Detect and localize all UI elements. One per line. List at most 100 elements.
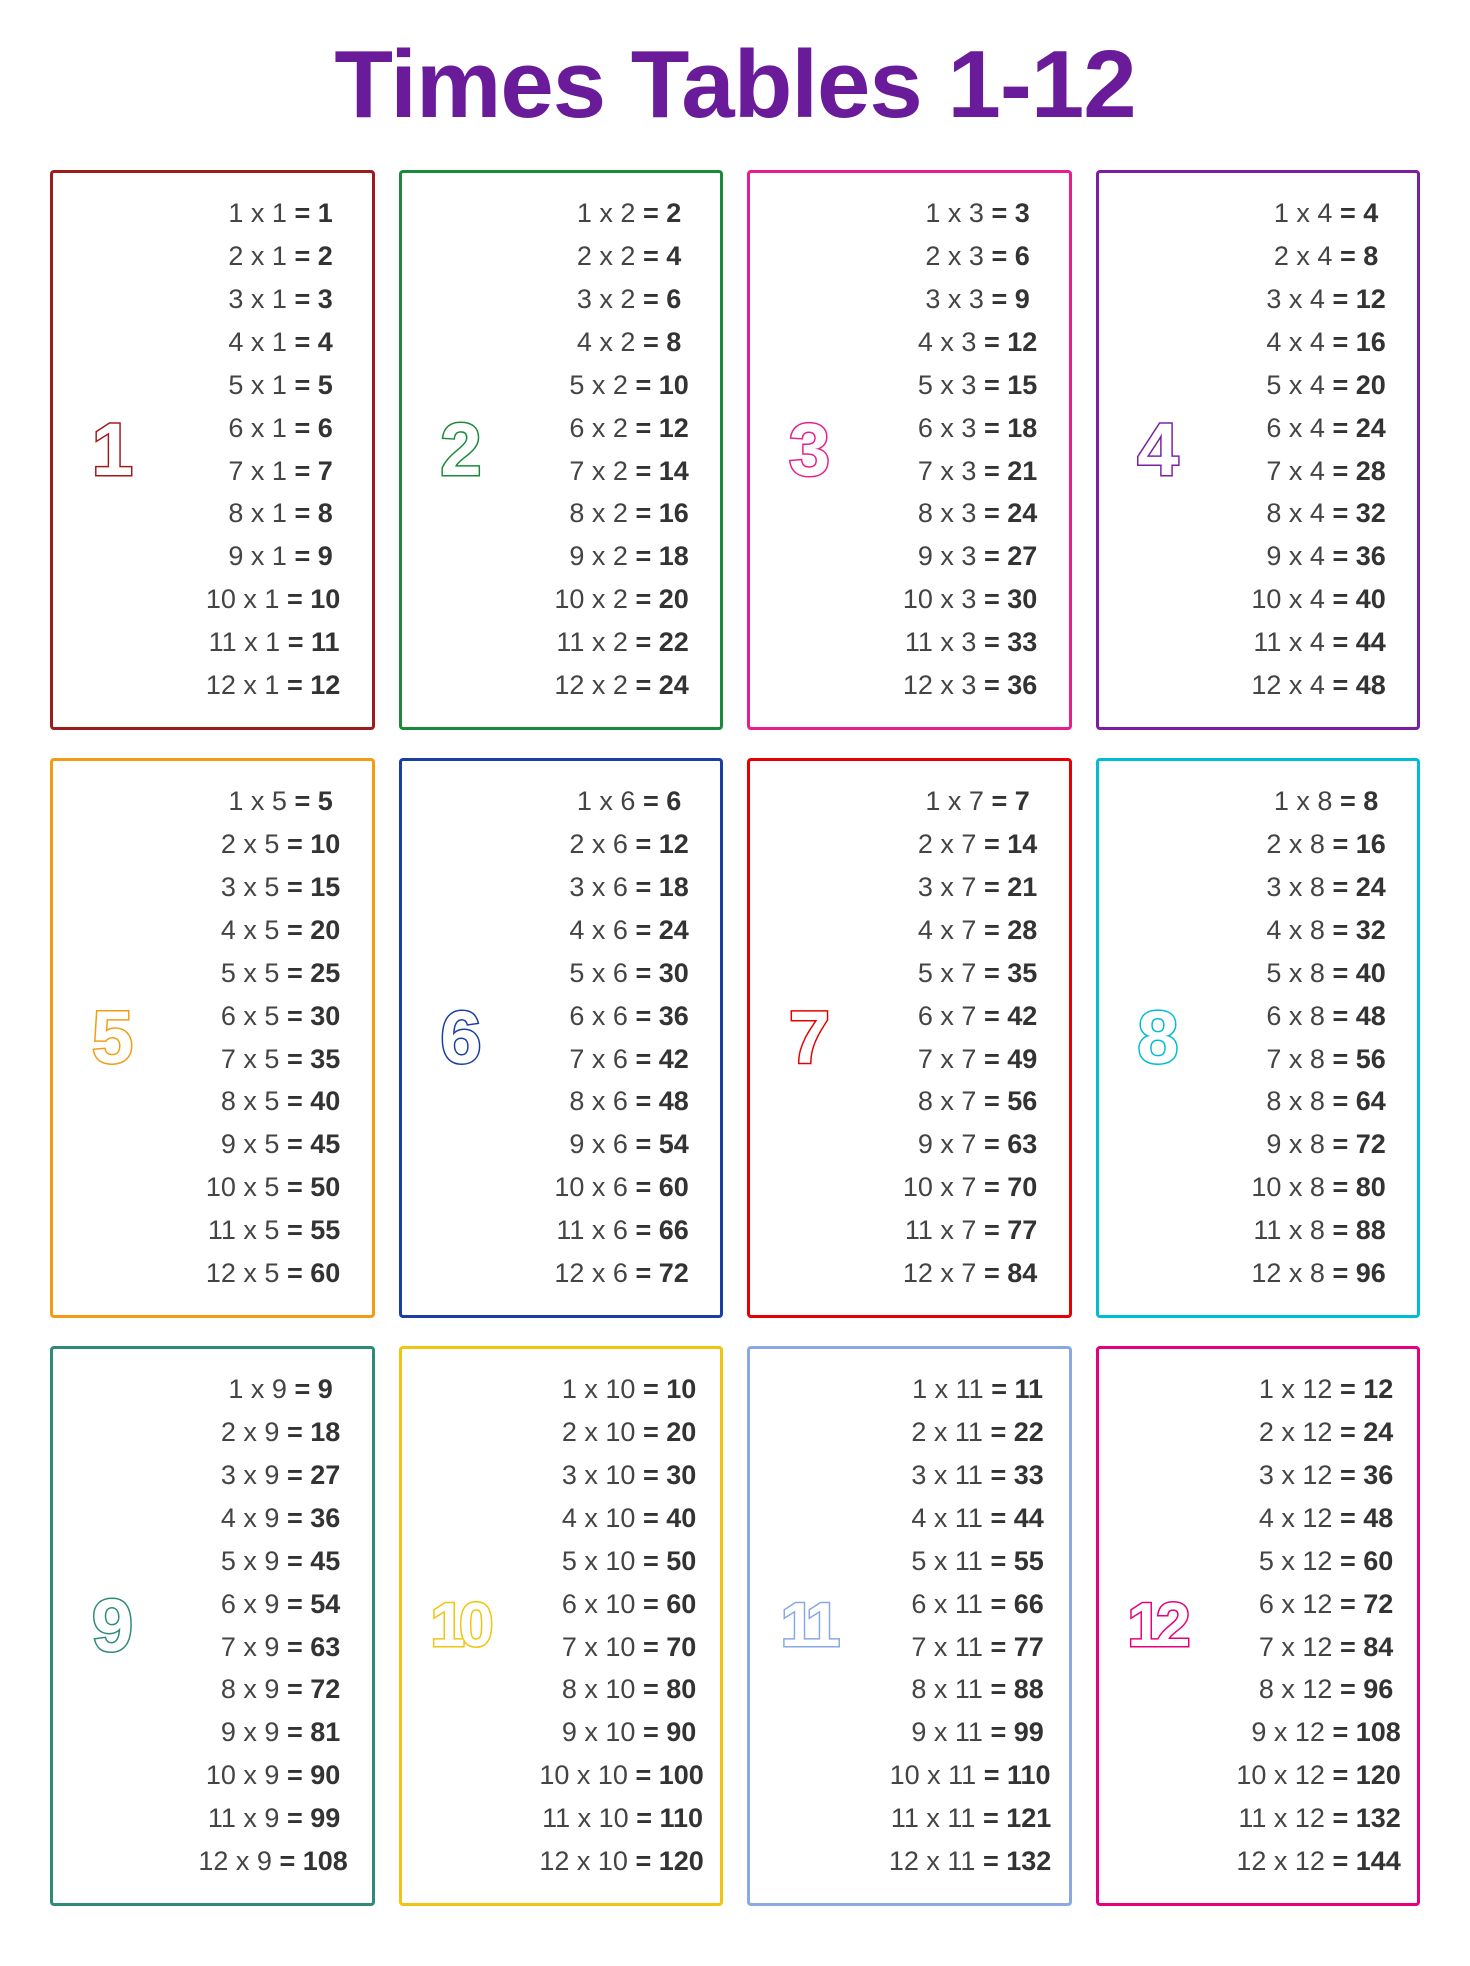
equation-row: 1 x 6 = 6 (507, 781, 711, 823)
table-number: 10 (431, 1595, 488, 1657)
equation-row: 3 x 12 = 36 (1204, 1455, 1408, 1497)
equation-row: 11 x 3 = 33 (855, 622, 1059, 664)
equation-list: 1 x 3 = 32 x 3 = 63 x 3 = 94 x 3 = 125 x… (855, 193, 1059, 707)
equation-row: 8 x 12 = 96 (1204, 1669, 1408, 1711)
equation-row: 6 x 7 = 42 (855, 996, 1059, 1038)
equation-list: 1 x 8 = 82 x 8 = 163 x 8 = 244 x 8 = 325… (1204, 781, 1408, 1295)
equation-row: 9 x 1 = 9 (158, 536, 362, 578)
equation-row: 9 x 4 = 36 (1204, 536, 1408, 578)
equation-row: 5 x 11 = 55 (855, 1541, 1059, 1583)
equation-row: 8 x 9 = 72 (158, 1669, 362, 1711)
equation-row: 1 x 10 = 10 (507, 1369, 711, 1411)
table-number: 5 (92, 1001, 129, 1075)
equation-row: 9 x 7 = 63 (855, 1124, 1059, 1166)
table-card-10: 10 1 x 10 = 102 x 10 = 203 x 10 = 304 x 1… (399, 1346, 724, 1906)
equation-row: 4 x 10 = 40 (507, 1498, 711, 1540)
equation-row: 9 x 3 = 27 (855, 536, 1059, 578)
equation-list: 1 x 2 = 22 x 2 = 43 x 2 = 64 x 2 = 85 x … (507, 193, 711, 707)
equation-row: 9 x 5 = 45 (158, 1124, 362, 1166)
equation-row: 5 x 8 = 40 (1204, 953, 1408, 995)
table-card-12: 121 x 12 = 122 x 12 = 243 x 12 = 364 x 1… (1096, 1346, 1421, 1906)
equation-row: 5 x 2 = 10 (507, 365, 711, 407)
equation-row: 9 x 9 = 81 (158, 1712, 362, 1754)
table-number: 12 (1128, 1595, 1185, 1657)
equation-row: 8 x 8 = 64 (1204, 1081, 1408, 1123)
table-card-8: 81 x 8 = 82 x 8 = 163 x 8 = 244 x 8 = 32… (1096, 758, 1421, 1318)
equation-row: 1 x 4 = 4 (1204, 193, 1408, 235)
equation-row: 11 x 5 = 55 (158, 1210, 362, 1252)
equation-row: 10 x 1 = 10 (158, 579, 362, 621)
table-card-7: 71 x 7 = 72 x 7 = 143 x 7 = 214 x 7 = 28… (747, 758, 1072, 1318)
equation-row: 8 x 11 = 88 (855, 1669, 1059, 1711)
equation-row: 2 x 7 = 14 (855, 824, 1059, 866)
equation-row: 5 x 4 = 20 (1204, 365, 1408, 407)
table-number: 1 (92, 413, 129, 487)
equation-row: 5 x 6 = 30 (507, 953, 711, 995)
table-card-5: 5 1 x 5 = 52 x 5 = 103 x 5 = 154 x 5 = 20… (50, 758, 375, 1318)
equation-row: 12 x 6 = 72 (507, 1253, 711, 1295)
equation-row: 7 x 10 = 70 (507, 1627, 711, 1669)
equation-row: 11 x 10 = 110 (507, 1798, 711, 1840)
equation-row: 8 x 10 = 80 (507, 1669, 711, 1711)
equation-row: 8 x 6 = 48 (507, 1081, 711, 1123)
equation-row: 7 x 9 = 63 (158, 1627, 362, 1669)
equation-row: 2 x 11 = 22 (855, 1412, 1059, 1454)
table-card-3: 31 x 3 = 32 x 3 = 63 x 3 = 94 x 3 = 125 … (747, 170, 1072, 730)
equation-row: 4 x 11 = 44 (855, 1498, 1059, 1540)
equation-row: 11 x 4 = 44 (1204, 622, 1408, 664)
equation-row: 1 x 5 = 5 (158, 781, 362, 823)
equation-row: 5 x 1 = 5 (158, 365, 362, 407)
equation-row: 8 x 7 = 56 (855, 1081, 1059, 1123)
equation-row: 5 x 9 = 45 (158, 1541, 362, 1583)
equation-row: 12 x 11 = 132 (855, 1841, 1059, 1883)
equation-row: 3 x 1 = 3 (158, 279, 362, 321)
table-number-column: 4 (1109, 413, 1204, 487)
equation-list: 1 x 11 = 112 x 11 = 223 x 11 = 334 x 11 … (855, 1369, 1059, 1883)
equation-row: 10 x 3 = 30 (855, 579, 1059, 621)
equation-row: 6 x 4 = 24 (1204, 408, 1408, 450)
equation-row: 3 x 9 = 27 (158, 1455, 362, 1497)
equation-row: 7 x 7 = 49 (855, 1039, 1059, 1081)
equation-row: 11 x 1 = 11 (158, 622, 362, 664)
equation-row: 5 x 10 = 50 (507, 1541, 711, 1583)
equation-row: 6 x 5 = 30 (158, 996, 362, 1038)
equation-row: 3 x 2 = 6 (507, 279, 711, 321)
equation-row: 2 x 6 = 12 (507, 824, 711, 866)
table-number-column: 3 (760, 413, 855, 487)
table-number-column: 8 (1109, 1001, 1204, 1075)
equation-row: 3 x 10 = 30 (507, 1455, 711, 1497)
equation-row: 12 x 5 = 60 (158, 1253, 362, 1295)
equation-row: 10 x 2 = 20 (507, 579, 711, 621)
equation-row: 3 x 11 = 33 (855, 1455, 1059, 1497)
equation-row: 10 x 8 = 80 (1204, 1167, 1408, 1209)
table-card-6: 61 x 6 = 62 x 6 = 123 x 6 = 184 x 6 = 24… (399, 758, 724, 1318)
equation-row: 2 x 9 = 18 (158, 1412, 362, 1454)
equation-list: 1 x 5 = 52 x 5 = 103 x 5 = 154 x 5 = 205… (158, 781, 362, 1295)
equation-row: 3 x 8 = 24 (1204, 867, 1408, 909)
equation-row: 11 x 12 = 132 (1204, 1798, 1408, 1840)
equation-row: 9 x 6 = 54 (507, 1124, 711, 1166)
equation-row: 12 x 2 = 24 (507, 665, 711, 707)
table-card-1: 11 x 1 = 12 x 1 = 23 x 1 = 34 x 1 = 45 x… (50, 170, 375, 730)
table-number-column: 10 (412, 1595, 507, 1657)
equation-row: 8 x 4 = 32 (1204, 493, 1408, 535)
tables-grid: 11 x 1 = 12 x 1 = 23 x 1 = 34 x 1 = 45 x… (50, 170, 1420, 1906)
equation-row: 7 x 1 = 7 (158, 451, 362, 493)
equation-row: 4 x 7 = 28 (855, 910, 1059, 952)
equation-row: 9 x 10 = 90 (507, 1712, 711, 1754)
equation-row: 4 x 8 = 32 (1204, 910, 1408, 952)
equation-row: 4 x 6 = 24 (507, 910, 711, 952)
equation-list: 1 x 9 = 92 x 9 = 183 x 9 = 274 x 9 = 365… (158, 1369, 362, 1883)
equation-row: 6 x 3 = 18 (855, 408, 1059, 450)
equation-row: 7 x 11 = 77 (855, 1627, 1059, 1669)
table-card-9: 91 x 9 = 92 x 9 = 183 x 9 = 274 x 9 = 36… (50, 1346, 375, 1906)
equation-row: 2 x 4 = 8 (1204, 236, 1408, 278)
equation-row: 2 x 10 = 20 (507, 1412, 711, 1454)
equation-row: 2 x 8 = 16 (1204, 824, 1408, 866)
equation-row: 3 x 3 = 9 (855, 279, 1059, 321)
equation-row: 4 x 2 = 8 (507, 322, 711, 364)
equation-row: 10 x 11 = 110 (855, 1755, 1059, 1797)
table-number-column: 6 (412, 1001, 507, 1075)
equation-row: 7 x 2 = 14 (507, 451, 711, 493)
equation-row: 2 x 12 = 24 (1204, 1412, 1408, 1454)
